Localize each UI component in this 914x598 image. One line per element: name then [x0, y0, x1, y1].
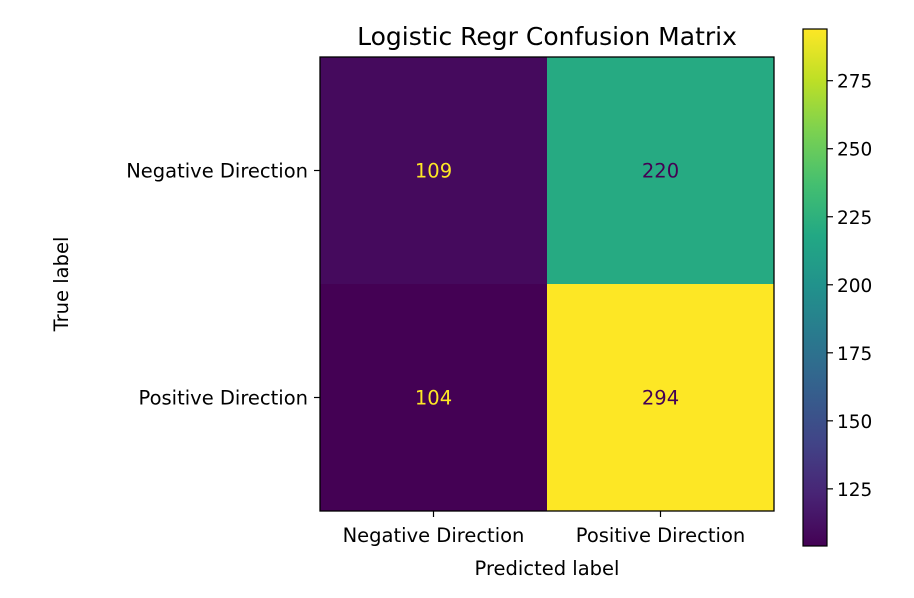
colorbar-tick-label: 225 [837, 208, 872, 229]
cell-value-label: 294 [642, 387, 679, 410]
colorbar-tick-label: 250 [837, 140, 872, 161]
y-tick-label: Negative Direction [126, 160, 308, 183]
y-axis-label: True label [50, 237, 73, 333]
y-tick-label: Positive Direction [139, 387, 308, 410]
x-axis-label: Predicted label [475, 557, 620, 580]
heatmap-cell [320, 284, 548, 512]
colorbar: 125 150 175 200 225 250 275 [802, 28, 872, 547]
chart-title: Logistic Regr Confusion Matrix [357, 22, 737, 51]
colorbar-tick-label: 200 [837, 276, 872, 297]
heatmap-cell [320, 57, 548, 285]
colorbar-frame [802, 28, 828, 547]
colorbar-tick-label: 125 [837, 480, 872, 501]
x-tick-label: Negative Direction [343, 524, 525, 547]
y-axis: Negative Direction Positive Direction [126, 160, 320, 410]
colorbar-tick-label: 275 [837, 72, 872, 93]
colorbar-gradient [803, 29, 827, 546]
cell-value-label: 220 [642, 160, 679, 183]
plot-frame [319, 56, 775, 512]
colorbar-tick-label: 175 [837, 344, 872, 365]
x-axis: Negative Direction Positive Direction [343, 511, 745, 547]
heatmap-cells: 109 220 104 294 [320, 57, 775, 512]
x-tick-label: Positive Direction [576, 524, 745, 547]
cell-value-label: 104 [415, 387, 452, 410]
heatmap-cell [547, 284, 775, 512]
heatmap-cell [547, 57, 775, 285]
colorbar-tick-label: 150 [837, 412, 872, 433]
cell-value-label: 109 [415, 160, 452, 183]
